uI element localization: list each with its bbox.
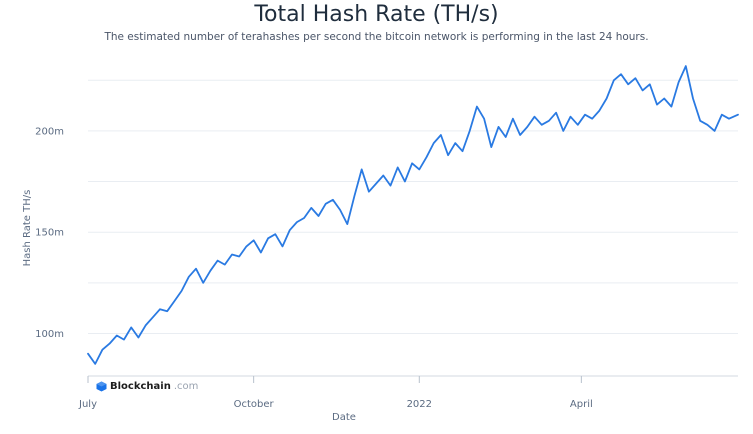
x-tick-label: July [78, 399, 97, 410]
hash-rate-series-line [87, 65, 739, 365]
x-tick-label: October [234, 399, 275, 410]
blockchain-logo-icon [96, 381, 107, 392]
x-tick-label: 2022 [407, 399, 432, 410]
y-tick-label: 150m [35, 228, 64, 239]
chart-subtitle: The estimated number of terahashes per s… [104, 31, 649, 43]
x-axis-label: Date [332, 412, 356, 423]
grid-lines [88, 79, 738, 377]
logo-domain: .com [173, 381, 199, 392]
y-tick-label: 100m [35, 329, 64, 340]
blockchain-logo: Blockchain .com [96, 381, 198, 392]
logo-text: Blockchain [110, 381, 171, 392]
y-tick-label: 200m [35, 126, 64, 137]
x-tick-label: April [570, 399, 593, 410]
y-tick-labels: 100m 150m 200m [35, 126, 64, 340]
y-axis-label: Hash Rate TH/s [22, 190, 33, 267]
x-ticks: July October 2022 April [78, 376, 593, 410]
chart-title: Total Hash Rate (TH/s) [254, 2, 499, 27]
